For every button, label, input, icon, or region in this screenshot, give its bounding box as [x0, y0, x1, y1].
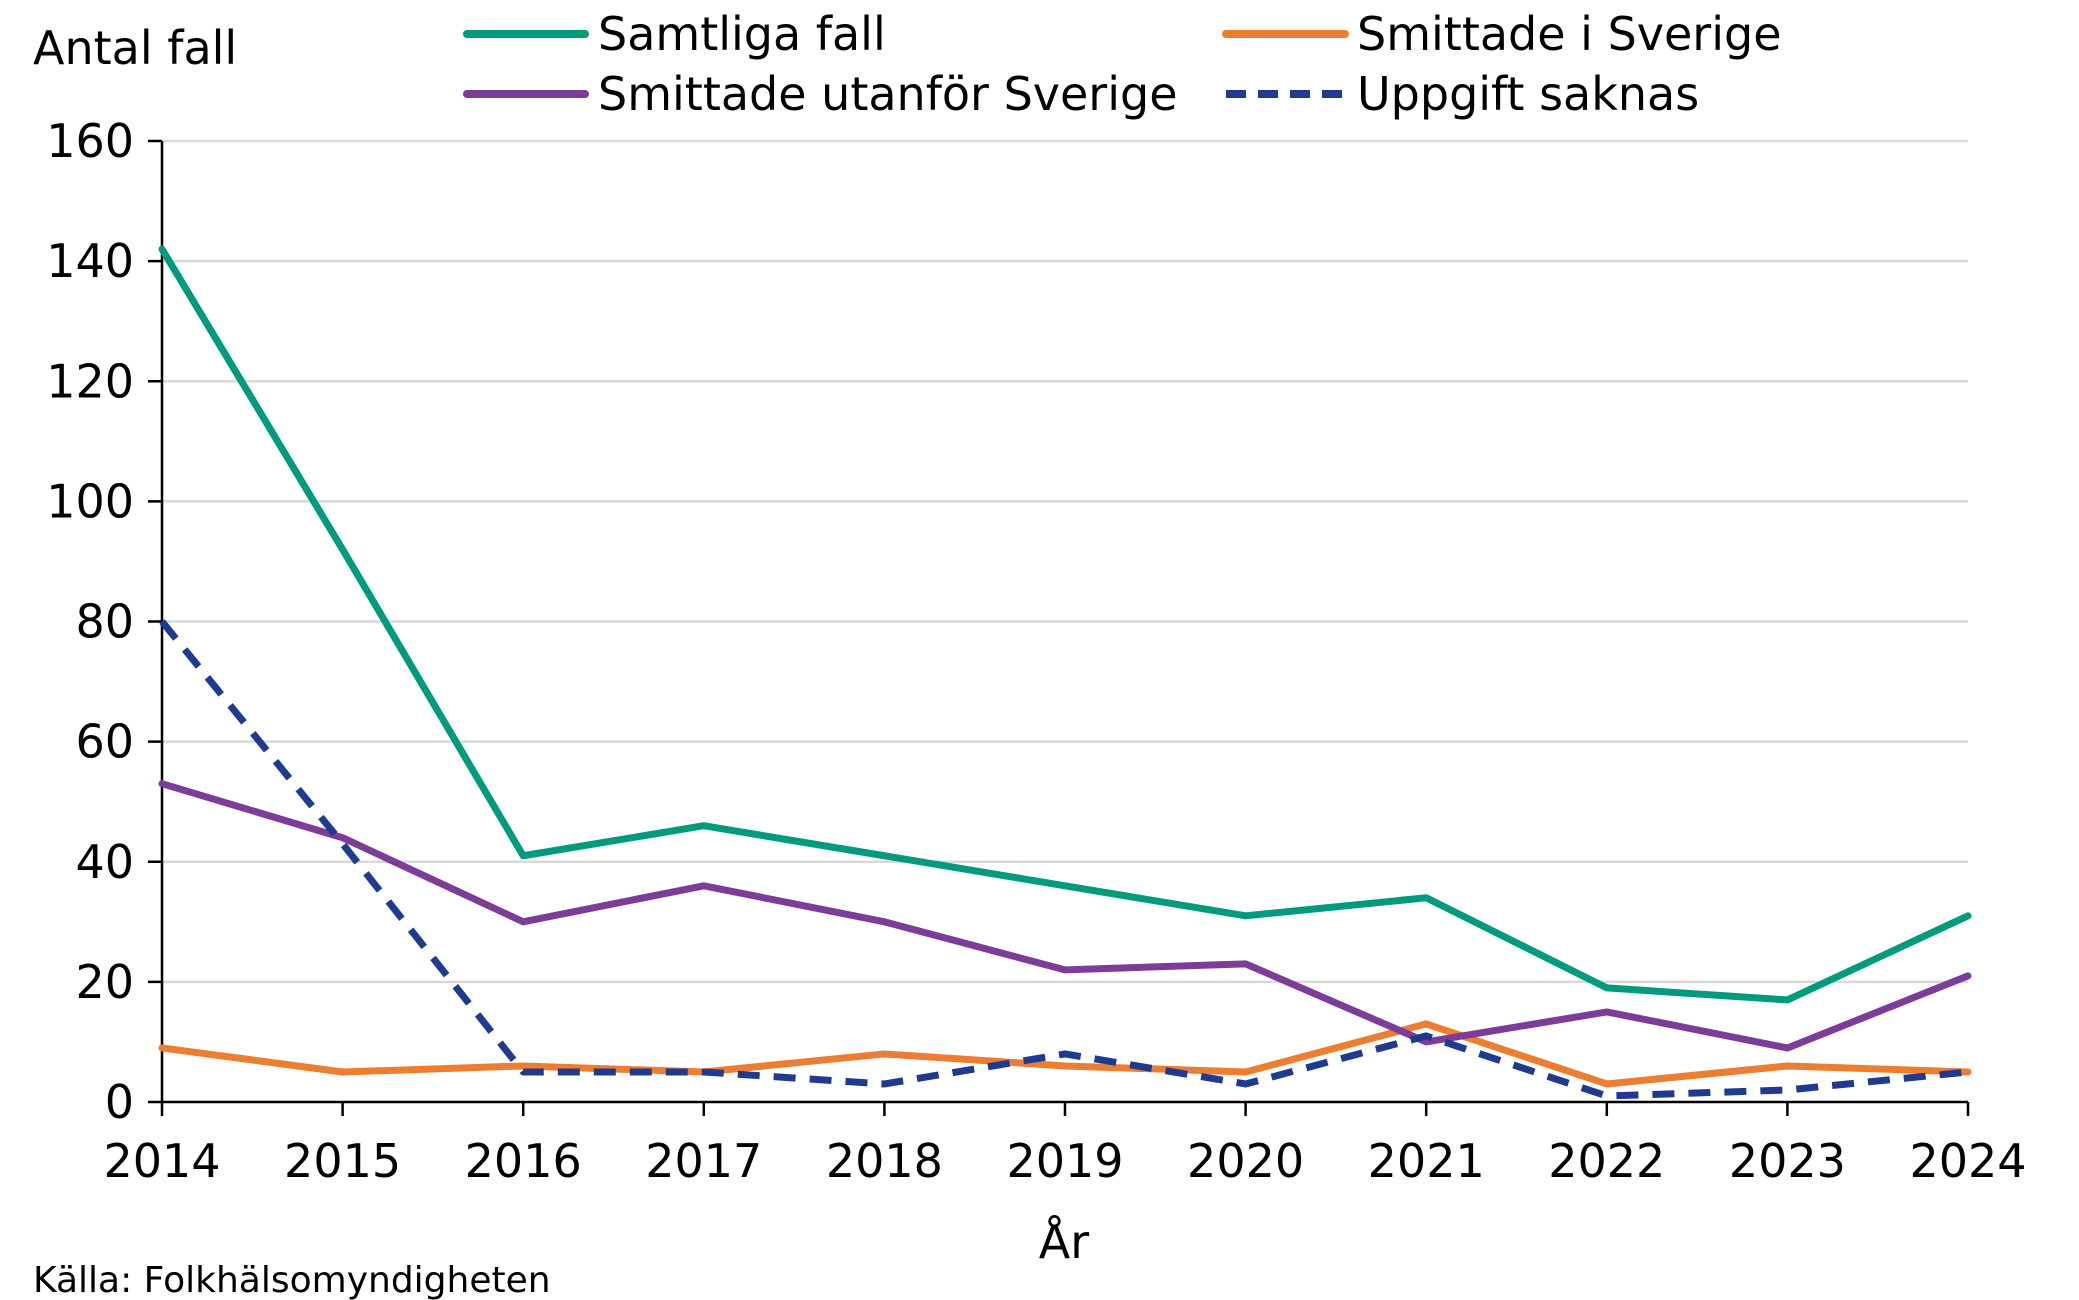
data-point-uppgift-saknas	[1062, 1050, 1069, 1057]
data-point-smittade-i-sverige	[1784, 1062, 1791, 1069]
x-tick-label: 2023	[1729, 1134, 1846, 1188]
data-point-uppgift-saknas	[339, 840, 346, 847]
legend-label-samtliga-fall: Samtliga fall	[598, 7, 886, 61]
data-point-uppgift-saknas	[1965, 1068, 1972, 1075]
x-tick-label: 2014	[103, 1134, 220, 1188]
legend: Samtliga fall Smittade i Sverige Smittade …	[463, 7, 1782, 121]
x-tick-label: 2017	[645, 1134, 762, 1188]
data-point-smittade-utanf-r-sverige	[520, 918, 527, 925]
series-line-smittade-utanf-r-sverige	[158, 780, 1972, 1052]
data-point-samtliga-fall	[520, 852, 527, 859]
legend-label-smittade-i-sverige: Smittade i Sverige	[1357, 7, 1782, 61]
x-tick-label: 2021	[1368, 1134, 1485, 1188]
data-point-samtliga-fall	[1965, 912, 1972, 919]
data-point-samtliga-fall	[1784, 996, 1791, 1003]
series-line-smittade-i-sverige	[158, 1020, 1972, 1088]
x-tick-label: 2016	[465, 1134, 582, 1188]
x-tick-label: 2015	[284, 1134, 401, 1188]
data-point-samtliga-fall	[339, 546, 346, 553]
data-series	[158, 245, 1972, 1100]
source-note: Källa: Folkhälsomyndigheten	[33, 1260, 551, 1300]
data-point-uppgift-saknas	[1423, 1032, 1430, 1039]
data-point-uppgift-saknas	[881, 1080, 888, 1087]
x-tick-label: 2024	[1909, 1134, 2026, 1188]
gridlines	[162, 139, 1968, 984]
data-point-smittade-i-sverige	[1062, 1062, 1069, 1069]
y-tick-label: 0	[105, 1075, 134, 1129]
data-point-smittade-utanf-r-sverige	[1242, 960, 1249, 967]
data-point-smittade-utanf-r-sverige	[1603, 1008, 1610, 1015]
y-tick-label: 80	[75, 595, 134, 649]
x-tick-label: 2018	[826, 1134, 943, 1188]
series-line-uppgift-saknas	[159, 619, 1969, 1100]
y-tick-label: 40	[75, 835, 134, 889]
data-point-smittade-utanf-r-sverige	[881, 918, 888, 925]
data-point-smittade-utanf-r-sverige	[1784, 1044, 1791, 1051]
y-tick-label: 140	[46, 234, 134, 288]
y-tick-label: 120	[46, 354, 134, 408]
data-point-smittade-i-sverige	[1423, 1020, 1430, 1027]
data-point-uppgift-saknas	[159, 618, 166, 625]
legend-label-uppgift-saknas: Uppgift saknas	[1357, 67, 1699, 121]
data-point-smittade-i-sverige	[339, 1068, 346, 1075]
y-tick-label: 100	[46, 474, 134, 528]
data-point-smittade-utanf-r-sverige	[1965, 972, 1972, 979]
series-line-samtliga-fall	[158, 245, 1972, 1004]
data-point-smittade-utanf-r-sverige	[700, 882, 707, 889]
x-tick-label: 2020	[1187, 1134, 1304, 1188]
legend-label-smittade-utanf-r-sverige: Smittade utanför Sverige	[598, 67, 1178, 121]
data-point-smittade-i-sverige	[1603, 1080, 1610, 1087]
y-tick-label: 20	[75, 955, 134, 1009]
data-point-smittade-i-sverige	[1242, 1068, 1249, 1075]
data-point-uppgift-saknas	[1603, 1092, 1610, 1099]
x-tick-label: 2022	[1548, 1134, 1665, 1188]
data-point-samtliga-fall	[1423, 894, 1430, 901]
data-point-smittade-i-sverige	[520, 1062, 527, 1069]
data-point-smittade-utanf-r-sverige	[159, 780, 166, 787]
y-tick-label: 60	[75, 715, 134, 769]
data-point-smittade-i-sverige	[881, 1050, 888, 1057]
y-tick-label: 160	[46, 114, 134, 168]
y-axis-label: Antal fall	[33, 21, 237, 75]
data-point-uppgift-saknas	[1242, 1080, 1249, 1087]
data-point-smittade-i-sverige	[159, 1044, 166, 1051]
data-point-smittade-utanf-r-sverige	[1062, 966, 1069, 973]
data-point-uppgift-saknas	[700, 1068, 707, 1075]
data-point-uppgift-saknas	[520, 1068, 527, 1075]
data-point-samtliga-fall	[1062, 882, 1069, 889]
data-point-samtliga-fall	[1603, 984, 1610, 991]
tick-labels: 0 20 40 60 80 100 120 140 160 2014 2015 2016 2017 201…	[46, 114, 2026, 1188]
data-point-samtliga-fall	[881, 852, 888, 859]
x-tick-label: 2019	[1006, 1134, 1123, 1188]
x-axis-label: År	[1039, 1215, 1089, 1269]
data-point-samtliga-fall	[700, 822, 707, 829]
data-point-smittade-utanf-r-sverige	[339, 834, 346, 841]
data-point-samtliga-fall	[1242, 912, 1249, 919]
data-point-samtliga-fall	[159, 246, 166, 253]
data-point-uppgift-saknas	[1784, 1086, 1791, 1093]
